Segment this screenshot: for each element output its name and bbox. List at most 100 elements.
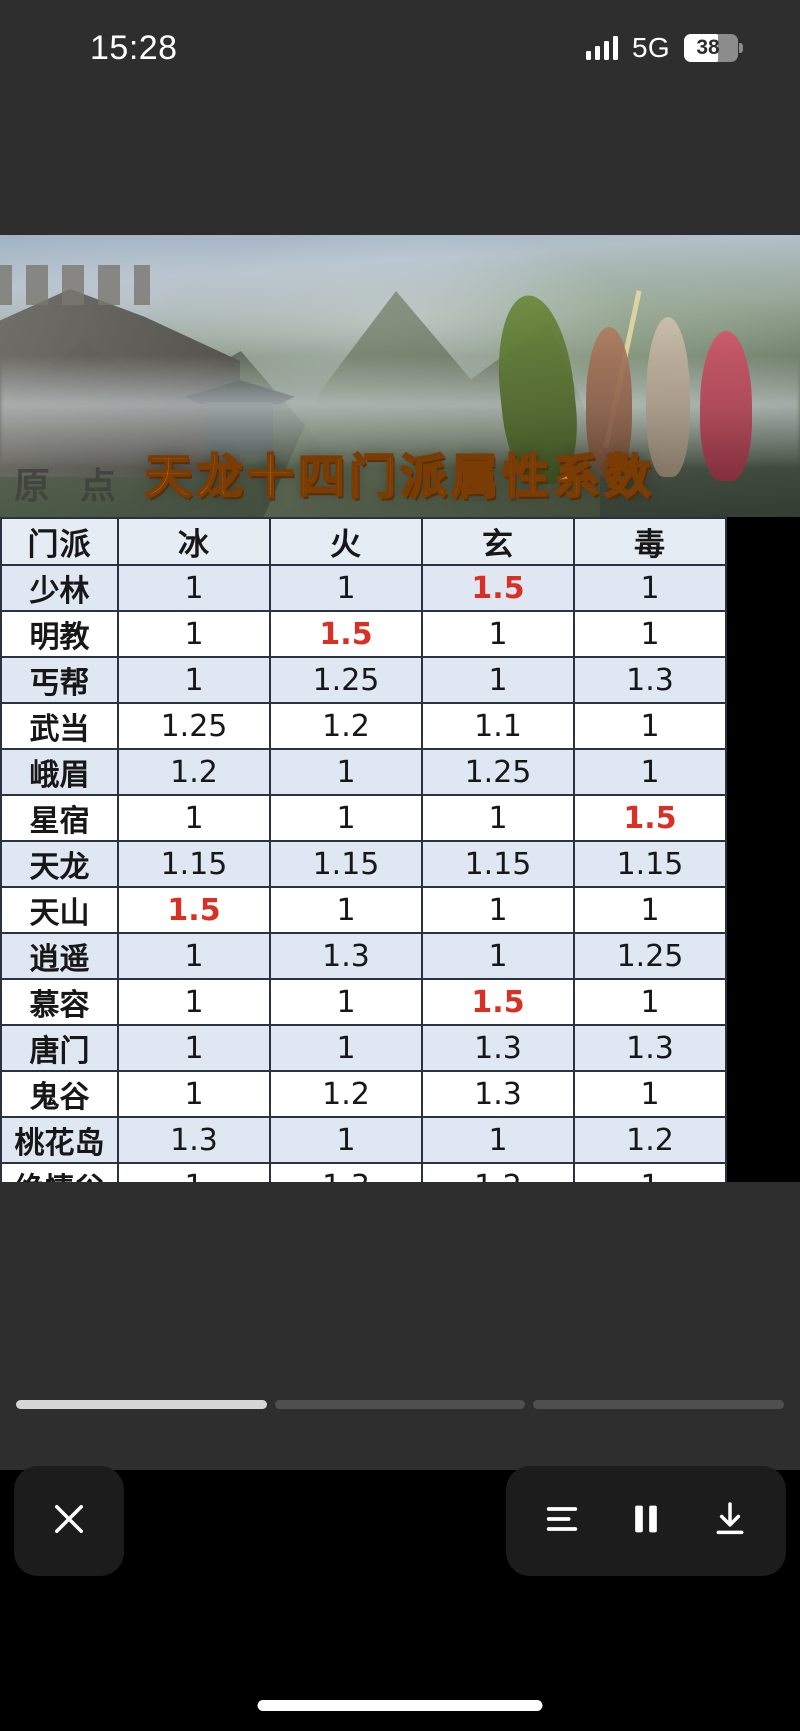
coefficient-cell: 1.5: [573, 794, 727, 842]
coefficient-cell: 1: [421, 886, 575, 934]
coefficient-cell: 1: [269, 886, 423, 934]
attribute-coefficient-table: 门派冰火玄毒 少林 1 1 1.5 1 明教 1 1.5 1 1 丐帮 1 1.25 1 1.3 武当 1.25…: [0, 517, 727, 1210]
coefficient-cell: 1.3: [421, 1024, 575, 1072]
sect-name-cell: 少林: [0, 564, 119, 612]
coefficient-cell: 1.3: [573, 1024, 727, 1072]
table-header-cell-1: 冰: [117, 517, 271, 566]
table-header-cell-2: 火: [269, 517, 423, 566]
table-row: 慕容 1 1 1.5 1: [0, 978, 727, 1026]
coefficient-cell: 1: [117, 1024, 271, 1072]
sect-name-cell: 丐帮: [0, 656, 119, 704]
coefficient-cell: 1.3: [573, 656, 727, 704]
sect-name-cell: 桃花岛: [0, 1116, 119, 1164]
network-type-label: 5G: [632, 32, 670, 63]
coefficient-cell: 1.5: [421, 564, 575, 612]
coefficient-cell: 1: [117, 610, 271, 658]
sect-name-cell: 峨眉: [0, 748, 119, 796]
coefficient-cell: 1: [269, 564, 423, 612]
table-row: 明教 1 1.5 1 1: [0, 610, 727, 658]
coefficient-cell: 1: [573, 886, 727, 934]
coefficient-cell: 1.3: [421, 1070, 575, 1118]
close-button[interactable]: [14, 1466, 124, 1576]
table-row: 鬼谷 1 1.2 1.3 1: [0, 1070, 727, 1118]
coefficient-cell: 1.3: [269, 932, 423, 980]
coefficient-cell: 1.15: [117, 840, 271, 888]
coefficient-cell: 1.5: [117, 886, 271, 934]
coefficient-cell: 1: [421, 1116, 575, 1164]
coefficient-cell: 1.15: [421, 840, 575, 888]
pause-button[interactable]: [604, 1466, 688, 1576]
coefficient-cell: 1.2: [573, 1116, 727, 1164]
sect-name-cell: 星宿: [0, 794, 119, 842]
page-indicator[interactable]: [0, 1400, 800, 1409]
sect-name-cell: 慕容: [0, 978, 119, 1026]
banner-title: 天龙十四门派属性系数: [144, 449, 655, 506]
coefficient-cell: 1: [117, 656, 271, 704]
table-row: 丐帮 1 1.25 1 1.3: [0, 656, 727, 704]
table-row: 星宿 1 1 1 1.5: [0, 794, 727, 842]
page-indicator-bar[interactable]: [274, 1400, 526, 1409]
table-header-cell-0: 门派: [0, 517, 119, 566]
battery-icon: 38: [684, 34, 743, 62]
coefficient-cell: 1: [421, 610, 575, 658]
home-indicator[interactable]: [257, 1700, 543, 1711]
coefficient-cell: 1: [117, 564, 271, 612]
table-head: 门派冰火玄毒: [0, 517, 727, 566]
sect-name-cell: 武当: [0, 702, 119, 750]
list-icon: [542, 1499, 582, 1544]
battery-level-label: 38: [696, 36, 720, 59]
coefficient-cell: 1: [421, 794, 575, 842]
sect-name-cell: 天山: [0, 886, 119, 934]
sect-name-cell: 天龙: [0, 840, 119, 888]
status-indicators: 5G 38: [585, 32, 743, 64]
sect-name-cell: 明教: [0, 610, 119, 658]
table-row: 唐门 1 1 1.3 1.3: [0, 1024, 727, 1072]
coefficient-cell: 1: [117, 932, 271, 980]
character-figure: [586, 327, 632, 477]
coefficient-cell: 1: [421, 656, 575, 704]
table-body: 少林 1 1 1.5 1 明教 1 1.5 1 1 丐帮 1 1.25 1 1.3 武当 1.25 1.2 1.1 1…: [0, 564, 727, 1210]
coefficient-cell: 1.2: [117, 748, 271, 796]
page-indicator-bar[interactable]: [16, 1400, 267, 1409]
download-icon: [710, 1499, 750, 1544]
table-header-row: 门派冰火玄毒: [0, 517, 727, 566]
bottom-control-bar: [0, 1466, 800, 1731]
character-figure: [646, 317, 690, 477]
download-button[interactable]: [688, 1466, 772, 1576]
table-header-cell-4: 毒: [573, 517, 727, 566]
coefficient-cell: 1: [269, 1024, 423, 1072]
status-bar: 15:28 5G 38: [0, 0, 800, 96]
status-time: 15:28: [90, 28, 178, 67]
coefficient-cell: 1.25: [269, 656, 423, 704]
coefficient-cell: 1.1: [421, 702, 575, 750]
table-row: 少林 1 1 1.5 1: [0, 564, 727, 612]
coefficient-cell: 1: [573, 610, 727, 658]
sect-name-cell: 逍遥: [0, 932, 119, 980]
top-spacer: [0, 96, 800, 235]
table-row: 峨眉 1.2 1 1.25 1: [0, 748, 727, 796]
wall-battlements: [0, 265, 150, 305]
coefficient-cell: 1.3: [117, 1116, 271, 1164]
coefficient-cell: 1: [117, 978, 271, 1026]
pause-icon: [626, 1499, 666, 1544]
coefficient-cell: 1: [573, 702, 727, 750]
bottom-spacer: [0, 1182, 800, 1470]
coefficient-cell: 1: [269, 1116, 423, 1164]
character-figure: [700, 331, 752, 481]
coefficient-cell: 1.15: [269, 840, 423, 888]
banner-image: 原 点 天龙十四门派属性系数: [0, 235, 800, 517]
coefficient-cell: 1: [573, 1070, 727, 1118]
coefficient-cell: 1.25: [117, 702, 271, 750]
coefficient-cell: 1.5: [421, 978, 575, 1026]
playlist-button[interactable]: [520, 1466, 604, 1576]
table-row: 天龙 1.15 1.15 1.15 1.15: [0, 840, 727, 888]
coefficient-cell: 1: [421, 932, 575, 980]
signal-bars-icon: [585, 36, 619, 60]
coefficient-cell: 1: [573, 748, 727, 796]
coefficient-cell: 1: [117, 1070, 271, 1118]
coefficient-cell: 1: [117, 794, 271, 842]
coefficient-cell: 1: [269, 794, 423, 842]
page-indicator-bar[interactable]: [533, 1400, 785, 1409]
coefficient-cell: 1.2: [269, 1070, 423, 1118]
table-row: 逍遥 1 1.3 1 1.25: [0, 932, 727, 980]
